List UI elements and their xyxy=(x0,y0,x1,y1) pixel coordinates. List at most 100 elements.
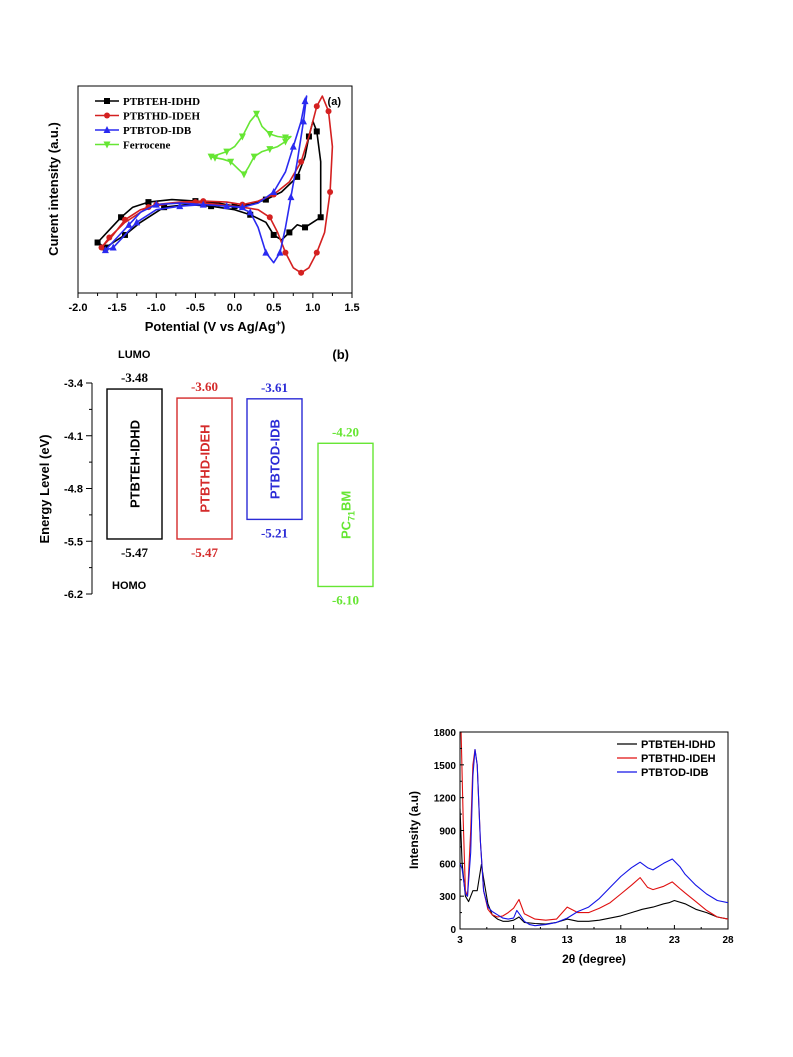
xrd-legend-label: PTBTOD-IDB xyxy=(641,767,709,779)
cv-data-point xyxy=(262,196,269,203)
cv-data-point xyxy=(118,214,125,221)
cv-legend-marker xyxy=(104,98,110,104)
xrd-legend-label: PTBTHD-IDEH xyxy=(641,753,716,765)
cv-data-point xyxy=(313,128,320,135)
cv-x-tick-label: -0.5 xyxy=(186,302,205,314)
cv-data-point xyxy=(223,148,231,156)
homo-label: HOMO xyxy=(112,580,147,592)
cv-data-point xyxy=(133,218,141,226)
cv-data-point xyxy=(266,146,274,154)
cv-data-point xyxy=(227,158,235,166)
cv-x-tick-label: -2.0 xyxy=(69,302,88,314)
xrd-y-axis: 0 300 600 900 1200 1500 1800 xyxy=(434,728,464,936)
cv-data-point xyxy=(98,244,105,251)
cv-data-point xyxy=(313,249,320,256)
panel-label-a: (a) xyxy=(328,96,342,108)
energy-level-boxes: -3.48 -5.47 PTBTEH-IDHD -3.60 -5.47 PTBTHD-ID… xyxy=(106,370,374,607)
cv-data-point xyxy=(101,246,109,254)
cv-x-tick-label: 1.0 xyxy=(305,302,320,314)
cv-y-axis-label: Curent intensity (a.u.) xyxy=(46,122,61,256)
cv-data-point xyxy=(125,220,133,228)
xrd-chart: 3 8 13 18 23 28 0 300 600 900 1200 1500 1800 2θ (de… xyxy=(407,728,734,966)
xrd-x-axis-label: 2θ (degree) xyxy=(562,952,626,966)
energy-y-tick-label: -6.2 xyxy=(64,589,83,601)
energy-level-box xyxy=(246,398,303,521)
energy-y-tick-label: -3.4 xyxy=(64,378,84,390)
cv-data-point xyxy=(302,224,309,231)
cv-x-tick-label: -1.5 xyxy=(108,302,127,314)
cv-series-line xyxy=(100,95,334,274)
cv-data-point xyxy=(176,202,184,210)
cv-legend-marker xyxy=(103,141,111,149)
cv-data-point xyxy=(270,231,277,238)
cv-x-axis: -2.0 -1.5 -1.0 -0.5 0.0 0.5 1.0 1.5 xyxy=(69,293,360,314)
cv-data-point xyxy=(266,214,273,221)
cv-data-point xyxy=(246,208,254,216)
cv-data-point xyxy=(276,248,284,256)
cv-data-point xyxy=(199,200,207,208)
cv-series-line xyxy=(210,113,292,176)
lumo-value: -3.48 xyxy=(121,370,149,385)
cv-data-point xyxy=(238,133,246,141)
xrd-x-tick-label: 18 xyxy=(615,935,627,946)
cv-data-point xyxy=(94,239,101,246)
energy-level-chart: -3.4 -4.1 -4.8 -5.5 -6.2 (b) LUMO HOMO Energ… xyxy=(37,347,374,607)
lumo-value: -3.60 xyxy=(191,379,218,394)
energy-y-tick-label: -4.1 xyxy=(64,431,83,443)
xrd-x-tick-label: 13 xyxy=(562,935,574,946)
cv-data-point xyxy=(281,134,289,142)
cv-data-point xyxy=(109,243,117,251)
xrd-x-tick-label: 3 xyxy=(457,935,463,946)
lumo-value: -4.20 xyxy=(332,424,359,439)
xrd-legend-label: PTBTEH-IDHD xyxy=(641,739,716,751)
xrd-y-tick-label: 1200 xyxy=(434,794,457,805)
cv-data-point xyxy=(262,248,270,256)
xrd-x-tick-label: 23 xyxy=(669,935,681,946)
cv-data-point xyxy=(145,199,152,206)
homo-value: -5.21 xyxy=(261,525,288,540)
material-name: PTBTOD-IDB xyxy=(268,419,283,499)
energy-y-axis-label: Energy Level (eV) xyxy=(37,434,52,543)
energy-y-tick-label: -4.8 xyxy=(64,484,83,496)
lumo-value: -3.61 xyxy=(261,380,288,395)
panel-label-b: (b) xyxy=(332,347,349,362)
xrd-y-tick-label: 300 xyxy=(439,892,456,903)
cv-data-point xyxy=(286,229,293,236)
cv-data-point xyxy=(208,203,215,210)
xrd-x-tick-label: 28 xyxy=(722,935,734,946)
homo-value: -5.47 xyxy=(121,545,149,560)
cv-data-point xyxy=(313,103,320,110)
energy-y-axis: -3.4 -4.1 -4.8 -5.5 -6.2 xyxy=(64,378,92,601)
cv-legend-label: PTBTOD-IDB xyxy=(123,125,192,137)
material-name: PTBTHD-IDEH xyxy=(198,424,213,512)
cv-data-point xyxy=(287,193,295,201)
cv-legend-label: Ferrocene xyxy=(123,140,171,152)
cv-chart: -2.0 -1.5 -1.0 -0.5 0.0 0.5 1.0 1.5 (a) Potenti… xyxy=(46,85,360,334)
cv-data-point xyxy=(294,173,301,180)
cv-x-axis-label: Potential (V vs Ag/Ag+) xyxy=(145,318,286,334)
cv-data-point xyxy=(240,171,248,179)
cv-data-point xyxy=(301,97,309,105)
energy-level-box xyxy=(176,397,233,540)
lumo-label: LUMO xyxy=(118,349,151,361)
xrd-x-axis: 3 8 13 18 23 28 xyxy=(457,925,734,946)
cv-data-point xyxy=(250,153,258,161)
cv-data-point xyxy=(325,108,332,115)
cv-data-point xyxy=(152,200,160,208)
cv-data-point xyxy=(281,138,289,146)
cv-data-point xyxy=(106,234,113,241)
cv-data-point xyxy=(298,269,305,276)
cv-x-tick-label: 0.5 xyxy=(266,302,281,314)
xrd-y-tick-label: 1500 xyxy=(434,761,457,772)
xrd-y-tick-label: 600 xyxy=(439,859,456,870)
energy-level-box xyxy=(106,388,163,540)
cv-legend-label: PTBTEH-IDHD xyxy=(123,96,200,108)
homo-value: -5.47 xyxy=(191,545,219,560)
cv-data-point xyxy=(270,188,278,196)
xrd-y-tick-label: 900 xyxy=(439,827,456,838)
cv-x-tick-label: 0.0 xyxy=(227,302,242,314)
xrd-x-tick-label: 8 xyxy=(511,935,517,946)
cv-data-point xyxy=(121,216,128,223)
cv-data-point xyxy=(223,202,231,210)
